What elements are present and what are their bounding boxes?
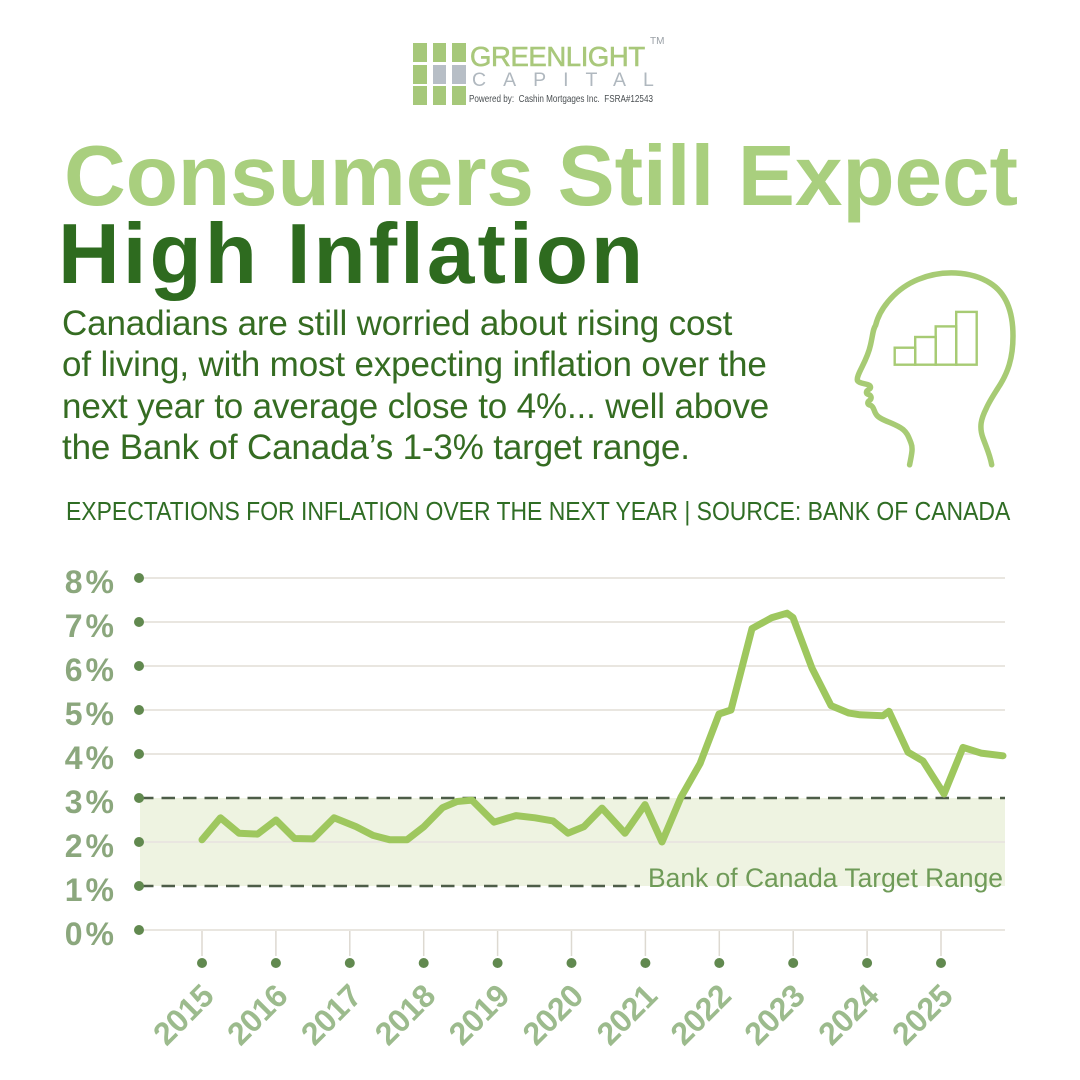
svg-text:2023: 2023 xyxy=(737,978,811,1052)
svg-text:2021: 2021 xyxy=(589,978,663,1052)
svg-text:2024: 2024 xyxy=(811,977,886,1052)
svg-text:Bank of Canada Target Range: Bank of Canada Target Range xyxy=(648,863,1003,893)
svg-text:0%: 0% xyxy=(65,916,117,952)
svg-text:2016: 2016 xyxy=(220,978,294,1052)
svg-text:3%: 3% xyxy=(65,784,117,820)
svg-text:2018: 2018 xyxy=(368,978,442,1052)
svg-text:2015: 2015 xyxy=(146,978,220,1052)
svg-text:4%: 4% xyxy=(65,740,117,776)
svg-text:2017: 2017 xyxy=(294,978,368,1052)
svg-text:8%: 8% xyxy=(65,564,117,600)
svg-text:6%: 6% xyxy=(65,652,117,688)
svg-text:2022: 2022 xyxy=(663,978,737,1052)
svg-text:5%: 5% xyxy=(65,696,117,732)
svg-text:2025: 2025 xyxy=(885,978,959,1052)
svg-text:2%: 2% xyxy=(65,828,117,864)
svg-text:1%: 1% xyxy=(65,872,117,908)
svg-text:7%: 7% xyxy=(65,608,117,644)
svg-text:2020: 2020 xyxy=(516,978,590,1052)
svg-text:2019: 2019 xyxy=(442,978,516,1052)
